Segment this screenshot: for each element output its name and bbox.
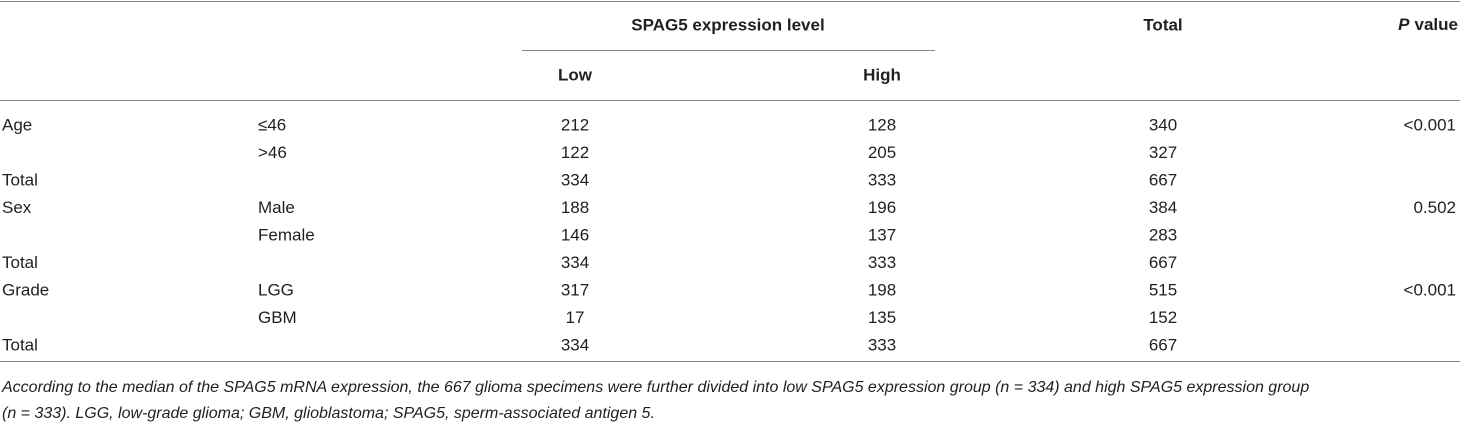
low-cell: 122 <box>561 143 589 162</box>
row-label: Grade <box>2 280 49 299</box>
low-header: Low <box>558 65 593 84</box>
row-label: Total <box>2 170 38 189</box>
row-label: Sex <box>2 198 32 217</box>
row-sublabel: Female <box>258 225 315 244</box>
total-cell: 384 <box>1149 198 1177 217</box>
low-cell: 334 <box>561 253 589 272</box>
row-label: Total <box>2 335 38 354</box>
total-cell: 283 <box>1149 225 1177 244</box>
high-cell: 198 <box>868 280 896 299</box>
total-header: Total <box>1143 15 1182 34</box>
row-label: Total <box>2 253 38 272</box>
total-cell: 152 <box>1149 308 1177 327</box>
low-cell: 317 <box>561 280 589 299</box>
high-cell: 205 <box>868 143 896 162</box>
p-italic: P <box>1398 15 1410 34</box>
low-cell: 188 <box>561 198 589 217</box>
row-sublabel: ≤46 <box>258 115 286 134</box>
high-header: High <box>863 65 901 84</box>
p-value-cell: <0.001 <box>1404 280 1456 299</box>
total-cell: 667 <box>1149 170 1177 189</box>
low-cell: 334 <box>561 335 589 354</box>
row-sublabel: >46 <box>258 143 287 162</box>
high-cell: 135 <box>868 308 896 327</box>
total-cell: 667 <box>1149 253 1177 272</box>
row-sublabel: LGG <box>258 280 294 299</box>
p-value-cell: <0.001 <box>1404 115 1456 134</box>
high-cell: 128 <box>868 115 896 134</box>
p-rest: value <box>1415 15 1458 34</box>
low-cell: 212 <box>561 115 589 134</box>
row-sublabel: Male <box>258 198 295 217</box>
p-value-cell: 0.502 <box>1413 198 1456 217</box>
footnote: According to the median of the SPAG5 mRN… <box>1 379 1309 396</box>
total-cell: 340 <box>1149 115 1177 134</box>
group-header: SPAG5 expression level <box>631 15 824 34</box>
total-cell: 667 <box>1149 335 1177 354</box>
high-cell: 333 <box>868 170 896 189</box>
total-cell: 515 <box>1149 280 1177 299</box>
low-cell: 146 <box>561 225 589 244</box>
total-cell: 327 <box>1149 143 1177 162</box>
row-sublabel: GBM <box>258 308 297 327</box>
footnote: (n = 333). LGG, low-grade glioma; GBM, g… <box>2 405 655 422</box>
high-cell: 137 <box>868 225 896 244</box>
high-cell: 196 <box>868 198 896 217</box>
high-cell: 333 <box>868 335 896 354</box>
row-label: Age <box>2 115 32 134</box>
low-cell: 334 <box>561 170 589 189</box>
high-cell: 333 <box>868 253 896 272</box>
low-cell: 17 <box>566 308 585 327</box>
